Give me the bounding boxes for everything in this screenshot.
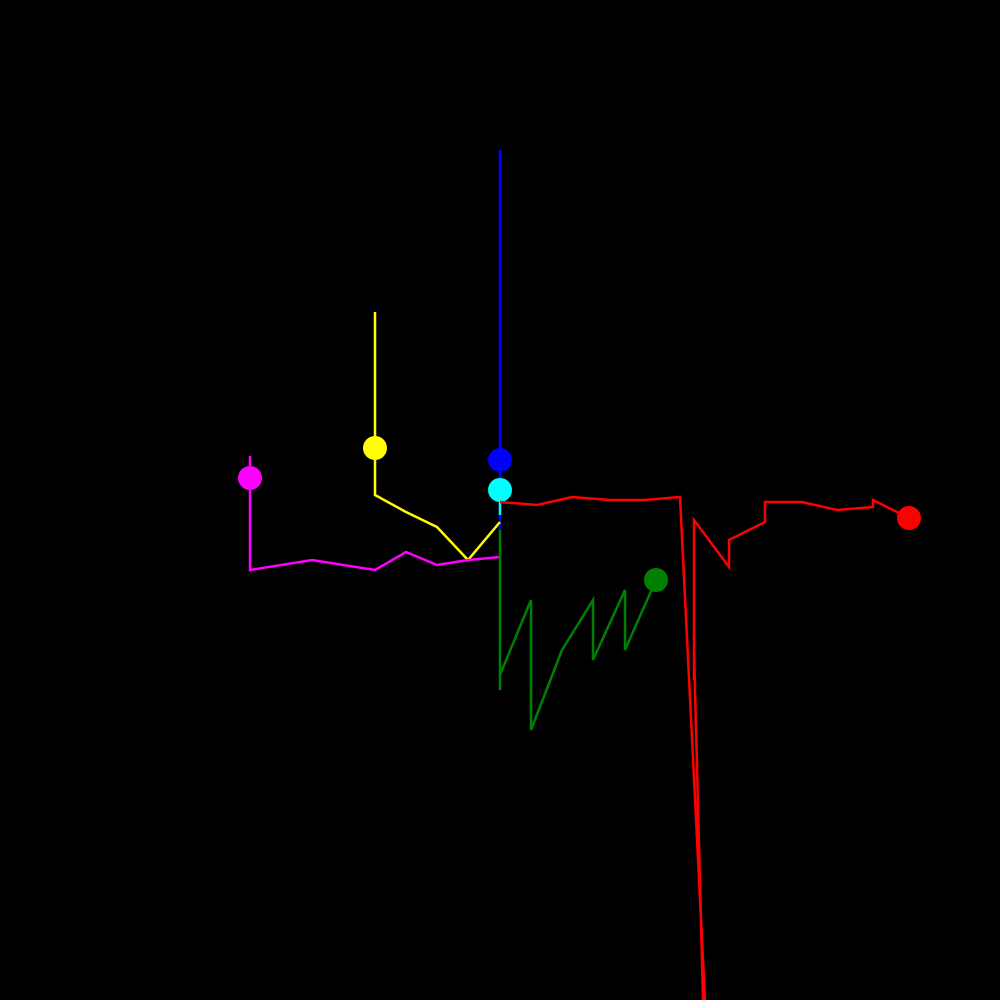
green-agent-marker — [644, 568, 668, 592]
trajectory-green — [498, 530, 668, 731]
red-trail-line — [499, 495, 910, 1000]
magenta-agent-marker — [238, 466, 262, 490]
yellow-agent-marker — [363, 436, 387, 460]
magenta-trail-line — [248, 456, 501, 572]
yellow-trail-line — [373, 312, 501, 562]
blue-agent-marker — [488, 448, 512, 472]
trajectory-red — [499, 495, 921, 1000]
trajectory-cyan — [488, 478, 512, 515]
trajectory-blue — [488, 150, 512, 530]
red-agent-marker — [897, 506, 921, 530]
cyan-agent-marker — [488, 478, 512, 502]
green-trail-line — [498, 530, 658, 731]
trajectory-magenta — [238, 456, 501, 572]
trajectory-yellow — [363, 312, 501, 562]
